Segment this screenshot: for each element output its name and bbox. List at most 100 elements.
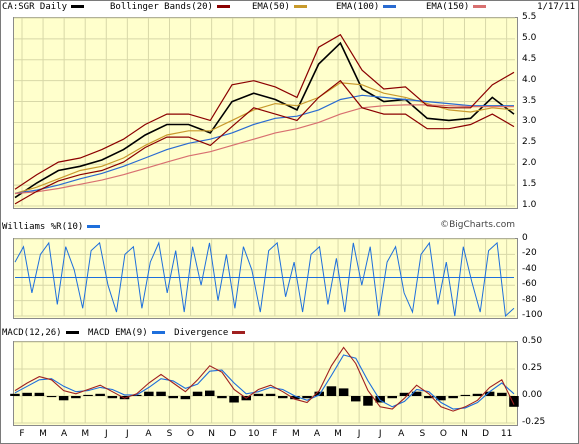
y-tick-label: -40	[522, 263, 537, 274]
x-tick-label: F	[19, 429, 25, 439]
divergence-bar	[205, 390, 215, 396]
x-tick-label: J	[378, 429, 382, 439]
divergence-bar	[314, 391, 324, 396]
divergence-bar	[436, 396, 446, 401]
divergence-bar	[411, 391, 422, 396]
divergence-bar	[351, 396, 361, 402]
divergence-bar	[363, 396, 373, 406]
legend-symbol: CA:SGR Daily	[2, 2, 85, 12]
divergence-bar	[399, 392, 410, 396]
y-tick-label: 0.00	[522, 390, 543, 400]
y-tick-label: -20	[522, 248, 537, 259]
price-series-ca-sgr-daily	[14, 41, 515, 199]
y-tick-label: 5.5	[522, 12, 537, 22]
divergence-label: Divergence	[174, 328, 229, 338]
legend-bollinger-label: Bollinger Bands(20)	[110, 2, 213, 12]
divergence-bar	[509, 396, 519, 407]
legend-ema50-label: EMA(50)	[252, 2, 290, 12]
divergence-bar	[132, 394, 142, 396]
x-tick-label: 11	[500, 429, 513, 439]
divergence-bar	[58, 396, 69, 401]
y-tick-label: 1.0	[522, 200, 537, 210]
y-tick-label: -0.25	[522, 417, 546, 427]
williams-swatch	[87, 225, 101, 228]
price-series-ema-150-	[14, 104, 514, 195]
legend-ema150-swatch	[473, 5, 487, 8]
y-tick-label: 0.25	[522, 363, 543, 373]
legend-bollinger: Bollinger Bands(20)	[110, 2, 230, 12]
y-tick-label: 1.5	[522, 179, 537, 190]
x-tick-label: D	[229, 429, 237, 439]
divergence-bar	[253, 393, 264, 396]
divergence-bar	[338, 388, 349, 396]
x-tick-label: S	[419, 429, 426, 439]
y-tick-label: -60	[522, 279, 537, 290]
divergence-bar	[497, 392, 507, 396]
x-tick-label: 10	[248, 429, 260, 439]
macd-series	[14, 346, 515, 412]
divergence-bar	[484, 391, 495, 396]
divergence-bar	[387, 396, 397, 399]
divergence-bar	[168, 396, 178, 399]
x-tick-label: A	[145, 429, 152, 439]
x-tick-label: O	[439, 429, 447, 439]
divergence-bar	[472, 393, 483, 396]
x-tick-label: M	[292, 429, 300, 439]
macd-ema-series	[14, 354, 515, 410]
divergence-bar	[144, 391, 154, 396]
legend-bollinger-swatch	[216, 5, 230, 8]
divergence-bar	[217, 396, 227, 399]
y-tick-label: -100	[522, 310, 543, 320]
y-tick-label: 4.5	[522, 53, 537, 64]
legend-ema50-swatch	[293, 5, 307, 8]
divergence-bar	[34, 392, 45, 396]
divergence-bar	[83, 394, 93, 396]
legend-ema150: EMA(150)	[426, 2, 487, 12]
x-tick-label: N	[208, 429, 215, 439]
y-tick-label: 3.0	[522, 116, 537, 127]
divergence-bar	[192, 391, 203, 396]
divergence-bar	[460, 394, 471, 396]
x-tick-label: S	[166, 429, 173, 439]
watermark: ©BigCharts.com	[440, 220, 515, 230]
y-tick-label: 2.0	[522, 158, 537, 169]
y-tick-label: 4.0	[522, 74, 537, 85]
y-tick-label: 0.50	[522, 336, 543, 346]
divergence-bar	[156, 391, 166, 396]
divergence-bar	[302, 396, 312, 399]
y-tick-label: 2.5	[522, 137, 537, 148]
x-tick-label: D	[482, 429, 490, 439]
divergence-bar	[22, 392, 32, 396]
divergence-bar	[95, 393, 105, 396]
divergence-bar	[229, 396, 239, 403]
divergence-bar	[107, 396, 118, 399]
price-series-ema-100-	[14, 94, 514, 195]
divergence-bar	[71, 396, 81, 399]
x-tick-label: J	[357, 429, 361, 439]
x-tick-label: A	[398, 429, 405, 439]
williams-series	[14, 241, 515, 318]
x-tick-label: A	[61, 429, 68, 439]
divergence-bar	[10, 393, 20, 396]
x-tick-label: J	[126, 429, 129, 439]
legend-ema100: EMA(100)	[336, 2, 397, 12]
divergence-bar	[448, 396, 458, 399]
legend-ema100-swatch	[383, 5, 397, 8]
y-tick-label: 3.5	[522, 95, 537, 106]
y-tick-label: 5.0	[522, 32, 537, 43]
macd-ema-swatch	[151, 331, 165, 334]
williams-label: Williams %R(10)	[2, 222, 84, 232]
divergence-bar	[265, 393, 276, 396]
divergence-bar	[180, 396, 191, 400]
price-series-bollinger-lower	[14, 79, 515, 205]
williams-legend: Williams %R(10)	[2, 222, 101, 232]
x-tick-label: J	[104, 429, 108, 439]
x-tick-label: O	[187, 429, 195, 439]
divergence-bar	[278, 396, 288, 399]
y-tick-label: 0	[522, 233, 528, 243]
divergence-bar	[375, 396, 385, 403]
divergence-bar	[326, 386, 337, 396]
legend-ema50: EMA(50)	[252, 2, 307, 12]
y-tick-label: -80	[522, 294, 537, 305]
